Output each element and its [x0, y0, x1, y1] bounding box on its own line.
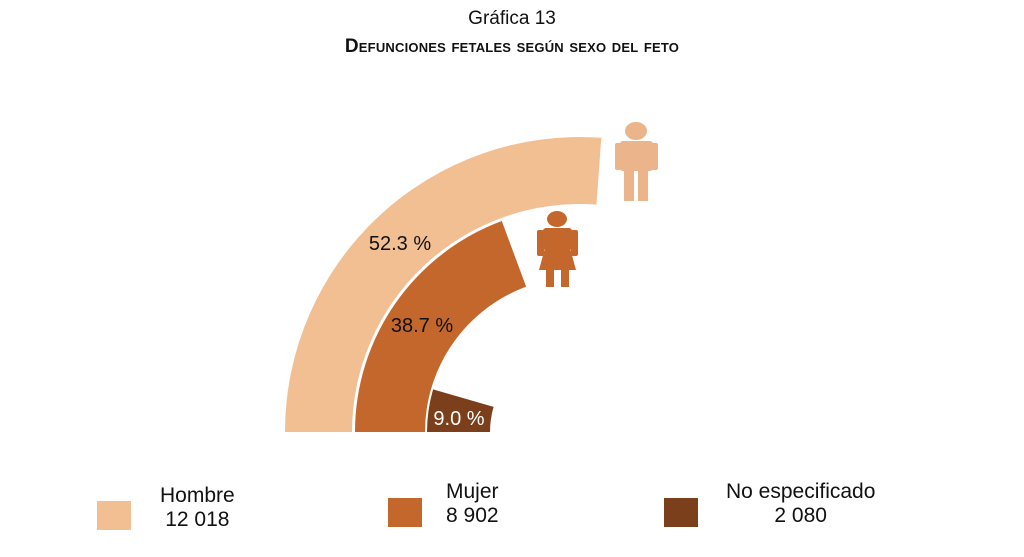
data-label: 38.7 % — [391, 315, 453, 337]
woman-icon — [537, 211, 578, 287]
radial-bar-hombre — [285, 136, 602, 432]
legend-label: Mujer — [446, 480, 499, 503]
legend-swatch-mujer — [388, 498, 422, 527]
legend-count: 2 080 — [774, 504, 827, 527]
legend-swatch-hombre — [97, 501, 131, 530]
man-icon — [615, 122, 658, 201]
chart-number: Gráfica 13 — [468, 8, 556, 29]
data-label: 9.0 % — [433, 408, 484, 430]
legend-swatch-no-especificado — [664, 498, 698, 527]
legend-item-mujer: Mujer 8 902 — [446, 480, 499, 528]
legend-count: 8 902 — [446, 504, 499, 527]
legend-label: Hombre — [160, 484, 235, 507]
legend-item-hombre: Hombre 12 018 — [160, 484, 235, 532]
legend-item-no-especificado: No especificado 2 080 — [726, 480, 875, 528]
chart-title: Defunciones fetales según sexo del feto — [344, 36, 680, 57]
radial-bar-mujer — [355, 221, 527, 432]
legend-label: No especificado — [726, 480, 876, 503]
radial-bar-no-especificado — [427, 389, 494, 432]
legend-count: 12 018 — [165, 508, 230, 531]
data-label: 52.3 % — [369, 233, 431, 255]
